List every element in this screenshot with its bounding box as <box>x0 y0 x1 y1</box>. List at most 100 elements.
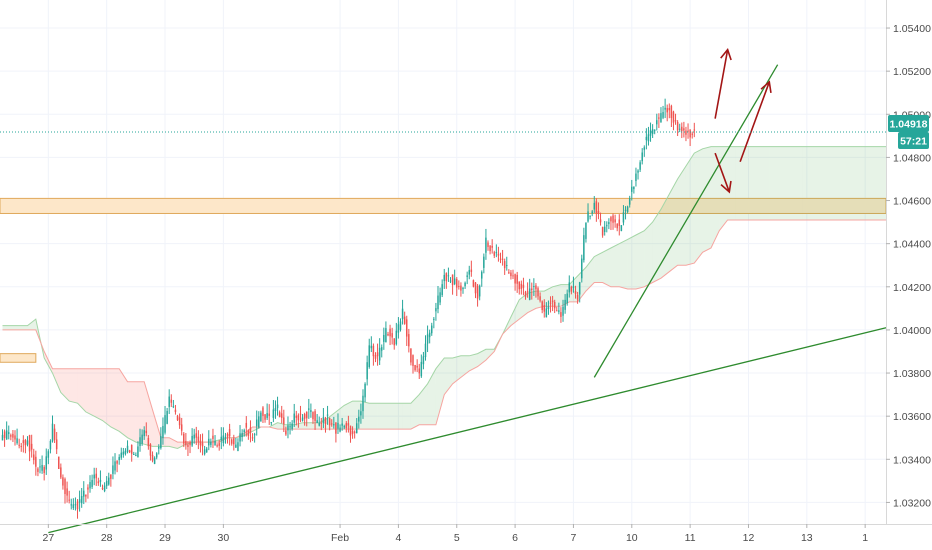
candle-body <box>460 285 462 291</box>
arrow-shaft[interactable] <box>739 81 771 163</box>
candle-body <box>601 226 604 236</box>
candle-body <box>291 423 293 429</box>
candle-body <box>76 501 79 510</box>
candle-body <box>556 310 558 312</box>
candle-body <box>312 412 314 420</box>
candle-body <box>399 321 402 330</box>
candle-body <box>108 477 110 485</box>
candle-body <box>305 411 308 419</box>
x-tick-label: 5 <box>454 532 460 544</box>
candle-body <box>572 286 575 288</box>
candle-body <box>205 448 208 453</box>
cloud-segment <box>610 243 620 287</box>
arrow-head[interactable] <box>720 47 732 61</box>
candle-body <box>437 295 439 310</box>
candle-body <box>603 226 606 232</box>
cloud-segment <box>160 437 170 447</box>
candle-body <box>174 409 177 412</box>
cloud-segment <box>627 235 636 289</box>
candle-body <box>253 434 256 436</box>
candle-body <box>62 477 64 486</box>
arrow-shaft[interactable] <box>714 49 729 119</box>
candle-body <box>549 302 552 304</box>
candle-body <box>583 235 585 261</box>
candle-body <box>693 129 696 131</box>
candle-body <box>128 450 131 453</box>
x-tick-label: 30 <box>218 532 230 544</box>
candle-body <box>435 308 437 312</box>
candle-body <box>430 325 433 334</box>
cloud-segment <box>402 403 411 430</box>
candle-body <box>387 333 389 336</box>
candle-body <box>105 480 108 487</box>
candle-body <box>141 434 143 444</box>
candle-body <box>80 496 83 504</box>
candle-body <box>212 435 214 439</box>
candle-body <box>528 288 531 300</box>
candle-body <box>64 478 66 495</box>
candle-body <box>591 211 593 214</box>
trendline[interactable] <box>48 327 887 534</box>
candle-body <box>178 417 181 426</box>
candle-body <box>514 274 516 284</box>
candle-body <box>243 430 245 433</box>
candle-body <box>335 422 337 434</box>
candle-body <box>453 278 456 285</box>
candle-body <box>85 494 87 497</box>
candle-body <box>116 461 118 464</box>
cloud-segment <box>835 146 845 220</box>
left-zone <box>0 353 37 363</box>
candle-body <box>503 261 506 269</box>
trendline[interactable] <box>593 64 779 378</box>
candle-body <box>656 120 658 125</box>
candle-body <box>226 434 229 437</box>
candle-body <box>285 430 287 435</box>
candle-body <box>197 436 200 442</box>
cloud-segment <box>2 325 11 330</box>
cloud-segment <box>669 178 678 272</box>
cloud-segment <box>510 299 520 326</box>
candle-body <box>508 272 510 274</box>
candle-body <box>301 417 304 421</box>
candle-body <box>318 423 320 426</box>
arrows[interactable] <box>714 47 772 194</box>
candle-body <box>578 282 581 295</box>
candle-body <box>347 423 350 426</box>
candle-body <box>220 436 223 441</box>
candle-body <box>33 454 35 461</box>
x-tick-label: 13 <box>801 532 813 544</box>
candle-body <box>478 285 481 297</box>
candle-body <box>368 345 370 367</box>
candle-body <box>547 306 550 309</box>
arrow-shaft[interactable] <box>714 152 731 193</box>
candle-body <box>649 130 652 136</box>
cloud-segment <box>794 146 803 220</box>
candle-body <box>658 117 660 119</box>
candle-body <box>133 453 135 455</box>
cloud-segment <box>719 146 728 231</box>
candle-body <box>405 319 408 337</box>
cloud-segment <box>744 146 753 220</box>
candle-body <box>664 107 666 110</box>
candle-body <box>345 423 348 429</box>
candle-body <box>151 454 154 461</box>
arrow-head[interactable] <box>760 80 772 93</box>
candle-body <box>522 284 525 288</box>
candle-body <box>187 444 189 447</box>
price-axis[interactable]: 1.054001.052001.050001.048001.046001.044… <box>886 23 931 509</box>
candle-body <box>268 413 270 416</box>
x-tick-label: 7 <box>571 532 577 544</box>
candle-body <box>585 222 587 239</box>
candle-body <box>3 431 6 438</box>
candle-body <box>99 479 102 482</box>
candle-body <box>633 186 635 190</box>
trendlines[interactable] <box>48 64 887 534</box>
candle-body <box>341 423 343 426</box>
candle-body <box>51 423 54 442</box>
time-axis[interactable]: 27 28 29 30 Feb 4 5 6 7 10 11 12 13 1 <box>42 524 868 544</box>
arrow-head[interactable] <box>720 180 732 194</box>
candle-body <box>149 444 152 456</box>
candle-body <box>501 258 504 260</box>
candle-body <box>43 467 45 474</box>
